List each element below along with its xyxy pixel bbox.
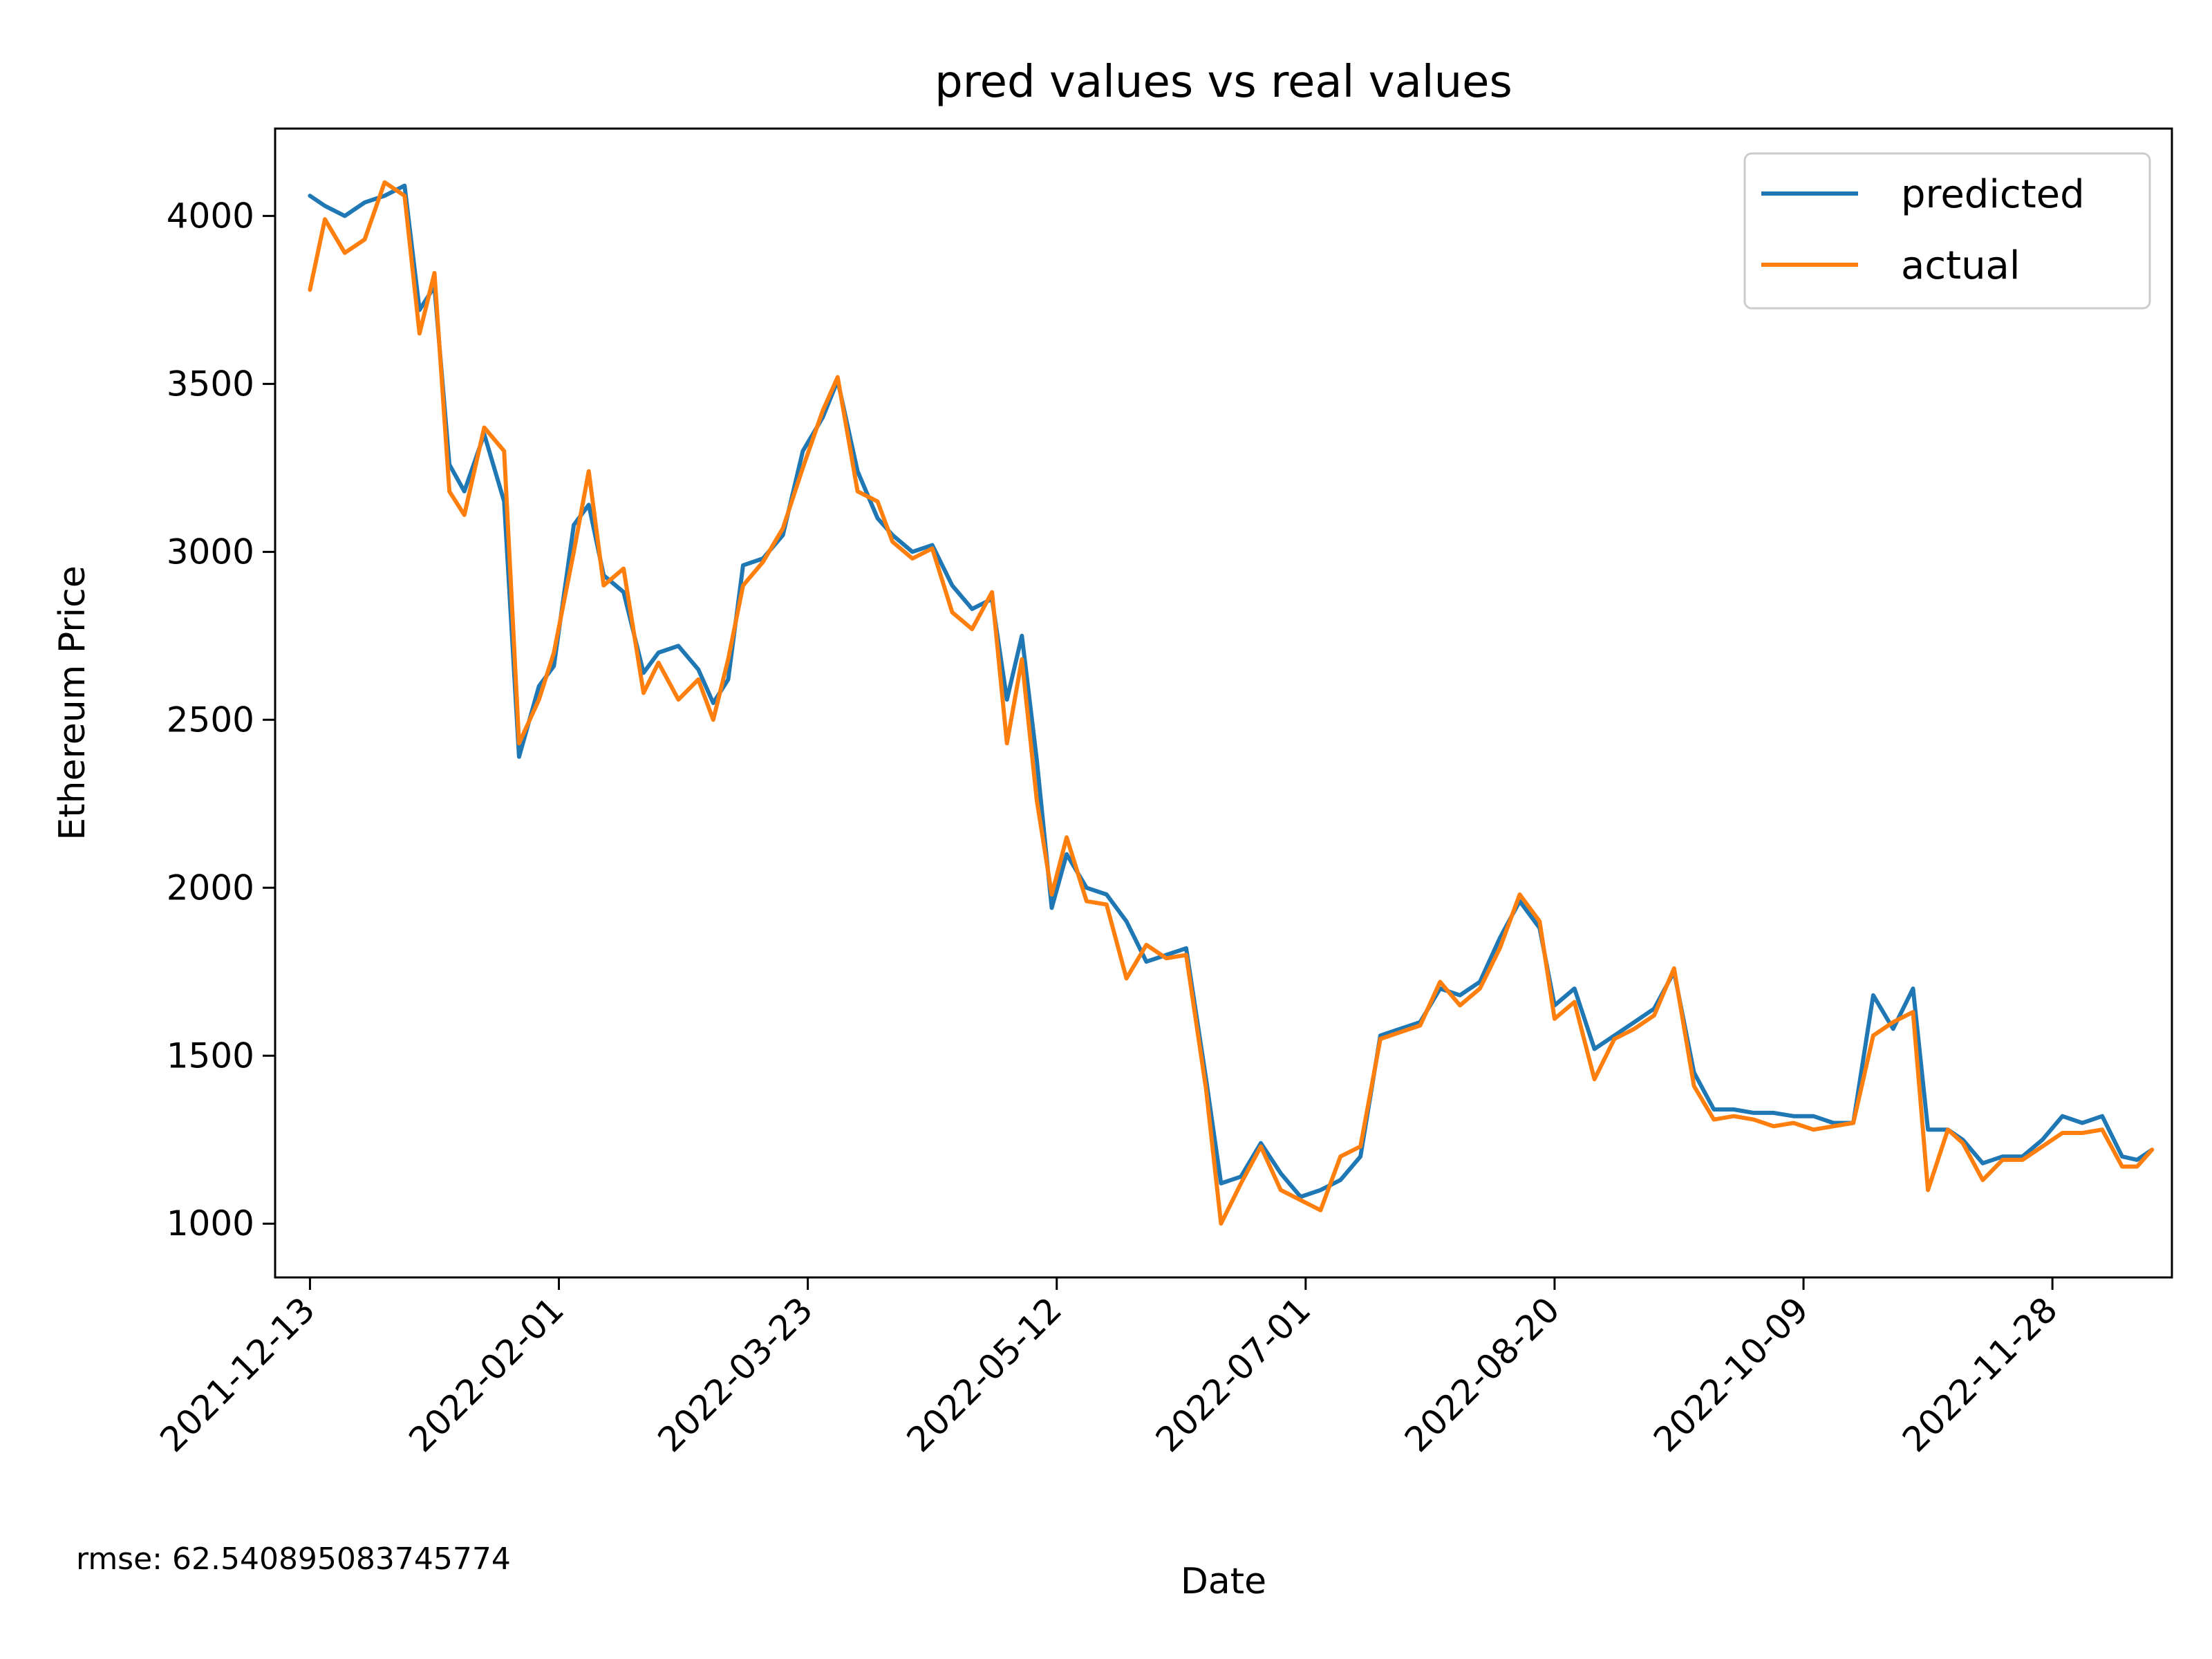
y-tick-label: 3500 [167, 364, 254, 404]
chart-title: pred values vs real values [935, 57, 1512, 108]
y-tick-label: 1000 [167, 1203, 254, 1244]
legend-label-actual: actual [1901, 243, 2020, 288]
y-axis-label: Ethereum Price [52, 565, 93, 840]
rmse-annotation: rmse: 62.540895083745774 [76, 1541, 511, 1577]
x-axis-label: Date [1181, 1561, 1266, 1602]
axes-frame [274, 127, 2173, 1279]
y-tick-label: 3000 [167, 532, 254, 572]
y-tick-label: 2000 [167, 868, 254, 908]
y-tick-label: 2500 [167, 700, 254, 740]
y-tick-label: 1500 [167, 1035, 254, 1076]
legend-label-predicted: predicted [1901, 172, 2085, 217]
series-line-actual [308, 180, 2155, 1226]
y-tick-label: 4000 [167, 196, 254, 236]
